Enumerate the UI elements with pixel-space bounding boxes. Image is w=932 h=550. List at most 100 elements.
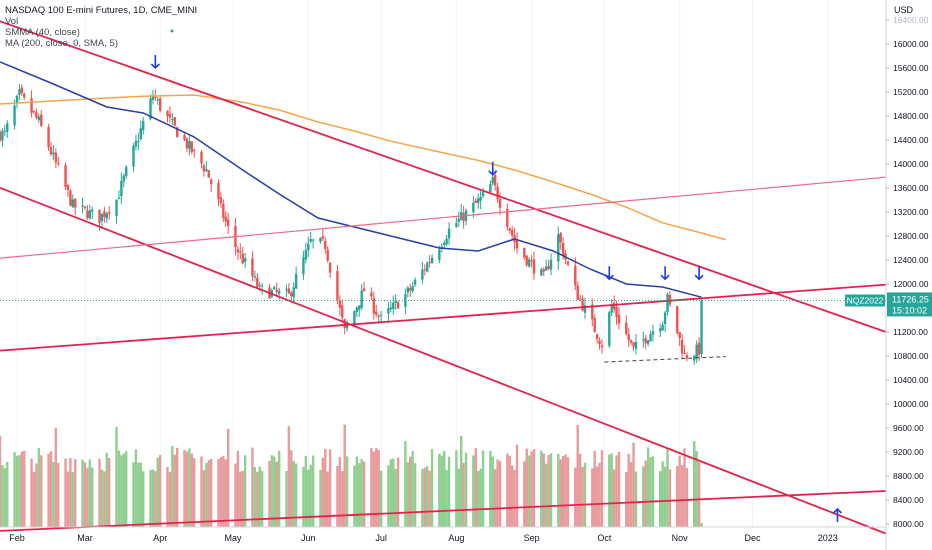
candle-body (697, 342, 701, 355)
volume-bar (387, 465, 390, 527)
y-tick-label: 10000.00 (893, 399, 929, 409)
volume-bar (100, 469, 104, 527)
candle-body (166, 110, 169, 117)
volume-bar (462, 462, 465, 527)
volume-bar (460, 435, 463, 527)
volume-bar (491, 456, 494, 527)
candle-body (476, 198, 480, 203)
indicator-smma-label[interactable]: SMMA (40, close) (5, 27, 80, 38)
candle-body (222, 203, 225, 218)
volume-bar (52, 461, 55, 527)
candle-body (610, 304, 613, 313)
volume-bar (253, 466, 257, 527)
volume-bar (542, 453, 545, 527)
down-arrow-icon[interactable] (604, 266, 614, 281)
volume-bar (464, 452, 468, 527)
candle-body (426, 262, 429, 272)
candle-body (74, 199, 77, 208)
candle-body (591, 304, 594, 320)
trendline[interactable] (0, 283, 887, 352)
candle-body (1, 130, 4, 141)
candle-body (598, 340, 601, 345)
volume-bar (243, 455, 247, 527)
candle-body (574, 265, 577, 286)
trendline[interactable] (0, 185, 887, 535)
candle-body (64, 164, 67, 187)
volume-bar (438, 453, 441, 527)
up-arrow-icon[interactable] (832, 507, 843, 522)
candle-body (40, 114, 43, 126)
volume-bar (472, 455, 475, 527)
candle-body (479, 196, 482, 201)
volume-bar (413, 463, 417, 527)
indicator-volume-label[interactable]: Vol (5, 16, 19, 27)
candle-body (608, 312, 611, 346)
volume-bar (457, 468, 460, 527)
down-arrow-icon[interactable] (660, 266, 670, 281)
candle-body (595, 334, 599, 340)
volume-bar (629, 461, 633, 527)
candle-body (66, 185, 70, 191)
volume-bar (659, 471, 662, 527)
candle-body (659, 328, 662, 332)
volume-bar (71, 471, 75, 527)
volume-bar (612, 469, 616, 527)
volume-bar (455, 450, 458, 527)
candle-body (353, 311, 356, 327)
x-tick-label: Dec (744, 533, 761, 543)
candle-body (629, 339, 633, 343)
volume-bar (207, 460, 210, 527)
candle-body (30, 98, 33, 113)
down-arrow-icon[interactable] (694, 266, 704, 281)
volume-bar (581, 466, 584, 527)
candle-body (593, 318, 596, 333)
volume-bar (421, 469, 424, 527)
candle-body (646, 340, 650, 344)
candle-body (457, 218, 460, 222)
down-arrow-icon[interactable] (488, 161, 498, 176)
volume-bar (683, 448, 686, 527)
volume-bar (83, 462, 87, 527)
volume-bar (409, 456, 412, 527)
candle-body (438, 249, 441, 260)
trendline[interactable] (0, 490, 887, 532)
down-arrow-icon[interactable] (150, 55, 160, 70)
volume-bar (362, 461, 366, 527)
volume-bar (608, 454, 611, 527)
candle-body (217, 182, 220, 200)
candle-body (627, 334, 630, 341)
candle-body (396, 302, 400, 309)
volume-bar (273, 456, 276, 527)
volume-bar (200, 456, 203, 527)
volume-bar (275, 461, 278, 527)
volume-bar (69, 458, 72, 527)
candle-body (137, 140, 140, 142)
candle-body (423, 269, 426, 271)
candle-body (37, 116, 41, 120)
volume-bar (326, 471, 329, 527)
indicator-sma200-label[interactable]: MA (200, close, 0, SMA, 5) (5, 38, 118, 49)
candle-body (98, 209, 101, 224)
candle-body (557, 234, 560, 262)
candle-body (651, 331, 655, 335)
support-line-dashed[interactable] (604, 356, 726, 363)
volume-marker-dot (170, 29, 174, 33)
candle-body (375, 311, 378, 315)
candle-body (236, 249, 240, 253)
candle-body (683, 352, 686, 354)
volume-bar (142, 471, 145, 527)
volume-bar (1, 465, 4, 527)
volume-bar (676, 466, 679, 527)
volume-bar (394, 468, 397, 527)
candle-body (540, 269, 543, 276)
trendline[interactable] (0, 176, 887, 259)
candle-body (57, 162, 60, 165)
candle-body (612, 302, 616, 310)
sma200-line (0, 94, 726, 241)
trendline[interactable] (0, 19, 887, 333)
volume-bar (166, 466, 169, 527)
volume-bar (474, 448, 477, 527)
candle-body (71, 199, 75, 207)
